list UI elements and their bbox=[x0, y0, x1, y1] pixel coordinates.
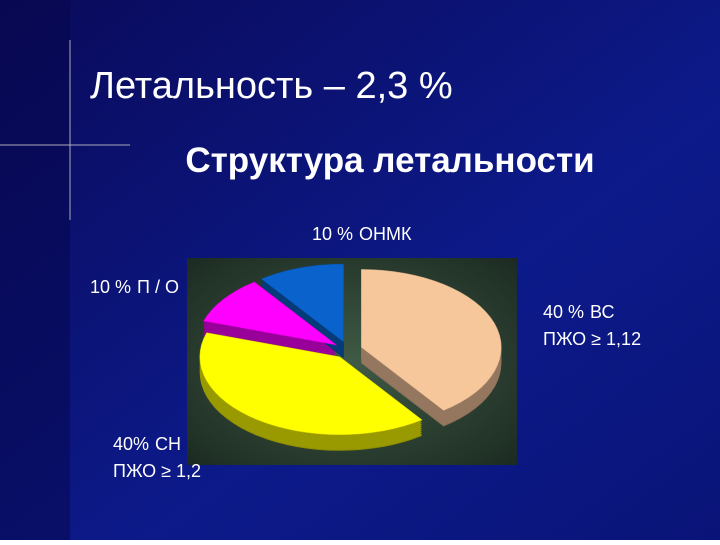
slice bbox=[361, 269, 502, 411]
chart-title: Структура летальности bbox=[185, 141, 594, 180]
data-label: 40% СН bbox=[113, 434, 181, 454]
category-label: СН bbox=[155, 434, 181, 454]
value-label: 10 % bbox=[312, 224, 353, 244]
category-label: ОНМК bbox=[359, 224, 412, 244]
category-label: ВС bbox=[590, 302, 614, 322]
slice bbox=[260, 263, 344, 343]
slice bbox=[199, 332, 423, 436]
side-band bbox=[0, 0, 70, 540]
data-label: 40 % ВС bbox=[543, 302, 614, 322]
category-sublabel: ПЖО ≥ 1,2 bbox=[113, 461, 201, 481]
heading: Летальность – 2,3 % bbox=[90, 65, 453, 107]
value-label: 40 % bbox=[543, 302, 584, 322]
category-sublabel: ПЖО ≥ 1,12 bbox=[543, 329, 641, 349]
slice bbox=[203, 281, 337, 346]
value-label: 40% bbox=[113, 434, 149, 454]
data-label: 10 % ОНМК bbox=[312, 224, 412, 244]
value-label: 10 % bbox=[90, 277, 131, 297]
data-label: 10 % П / О bbox=[90, 277, 179, 297]
pie bbox=[199, 263, 502, 451]
category-label: П / О bbox=[137, 277, 179, 297]
